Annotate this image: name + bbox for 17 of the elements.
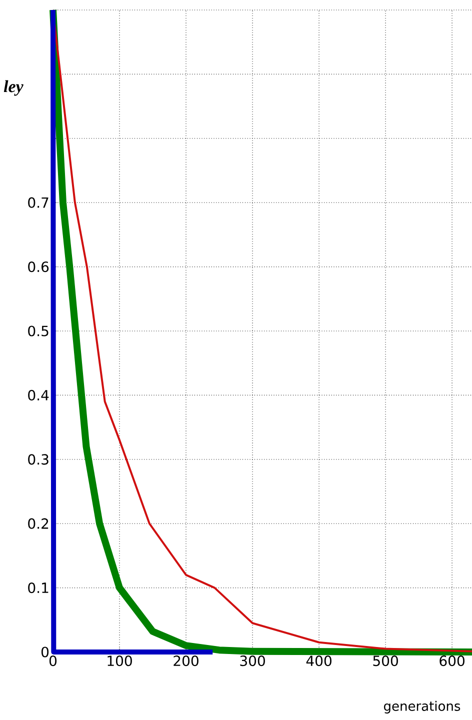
x-tick-label: 500 — [373, 656, 398, 666]
y-tick-label: 0.7 — [28, 197, 48, 208]
x-tick-label: 400 — [306, 656, 332, 666]
y-tick-label: 0.2 — [28, 518, 48, 529]
x-axis-title: generations — [384, 700, 460, 714]
y-tick-label: 0.1 — [28, 582, 48, 594]
text: ley — [4, 80, 24, 96]
y-tick-label: 0 — [41, 646, 49, 658]
y-tick-label: 0.5 — [28, 326, 48, 336]
y-tick-label: 0.3 — [28, 454, 48, 465]
x-tick-label: 300 — [240, 656, 265, 666]
x-tick-label: 0 — [49, 656, 57, 666]
x-tick-label: 100 — [108, 656, 132, 666]
x-tick-label: 200 — [174, 656, 198, 666]
y-tick-label: 0.6 — [28, 261, 49, 272]
y-tick-label: 0.4 — [28, 390, 49, 400]
x-tick-label: 600 — [440, 656, 464, 666]
